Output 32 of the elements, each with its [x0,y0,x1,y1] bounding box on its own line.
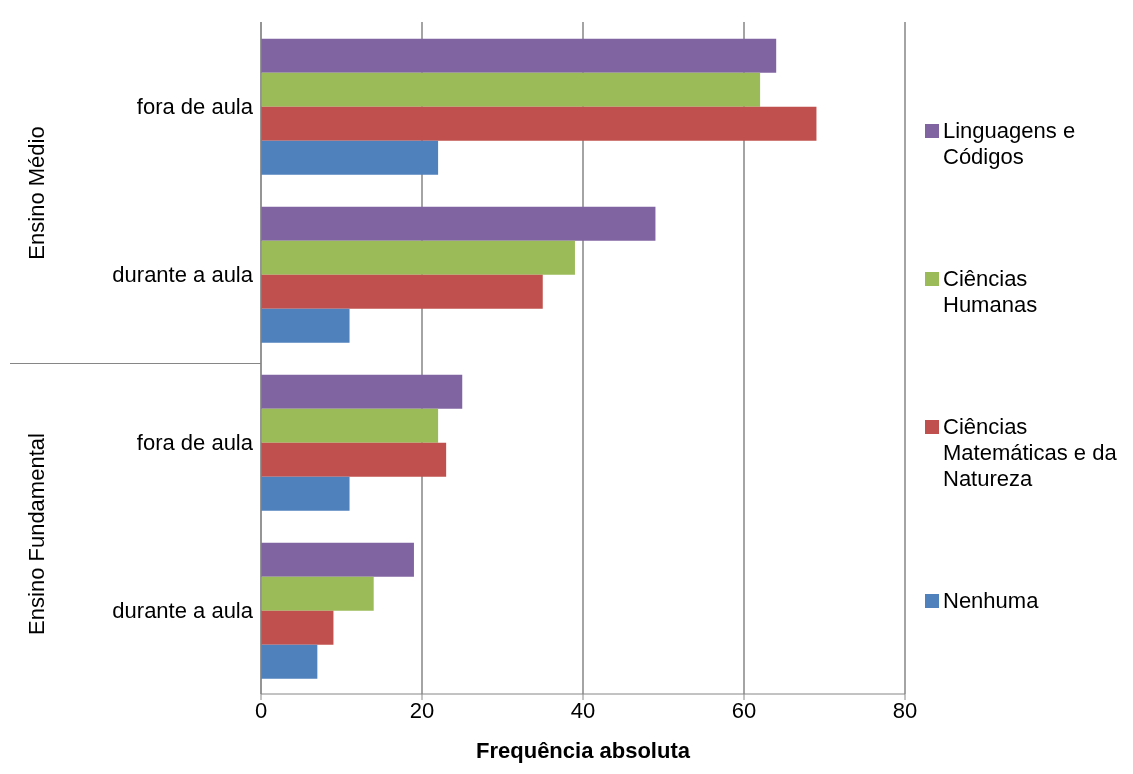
bar [261,72,761,107]
bar [261,38,777,73]
bar [261,274,543,309]
x-tick-label: 40 [570,697,596,723]
bar [261,308,350,343]
y-tick-label: fora de aula [136,93,254,119]
bar [261,374,463,409]
bar [261,206,656,241]
bar [261,106,817,141]
bar [261,576,374,611]
x-tick-label: 80 [892,697,918,723]
bar [261,240,575,275]
bar [261,408,439,443]
bar [261,644,318,679]
legend-label: Ciências Matemáticas e da Natureza [943,414,1118,492]
y-tick-label: fora de aula [136,429,254,455]
bar [261,542,414,577]
text: Ensino Fundamental [24,431,50,637]
x-tick-label: 0 [254,697,268,723]
x-tick-label: 60 [731,697,757,723]
bar [261,442,447,477]
bar [261,476,350,511]
x-tick-label: 20 [409,697,435,723]
bar [261,610,334,645]
y-tick-label: durante a aula [112,261,254,287]
x-axis-title: Frequência absoluta [476,738,691,763]
text: Ensino Médio [24,124,50,262]
legend-label: Nenhuma [943,588,1039,614]
y-tick-label: durante a aula [112,597,254,623]
legend-label: Ciências Humanas [943,266,1039,318]
legend-label: Linguagens e Códigos [943,118,1077,170]
bar [261,140,439,175]
